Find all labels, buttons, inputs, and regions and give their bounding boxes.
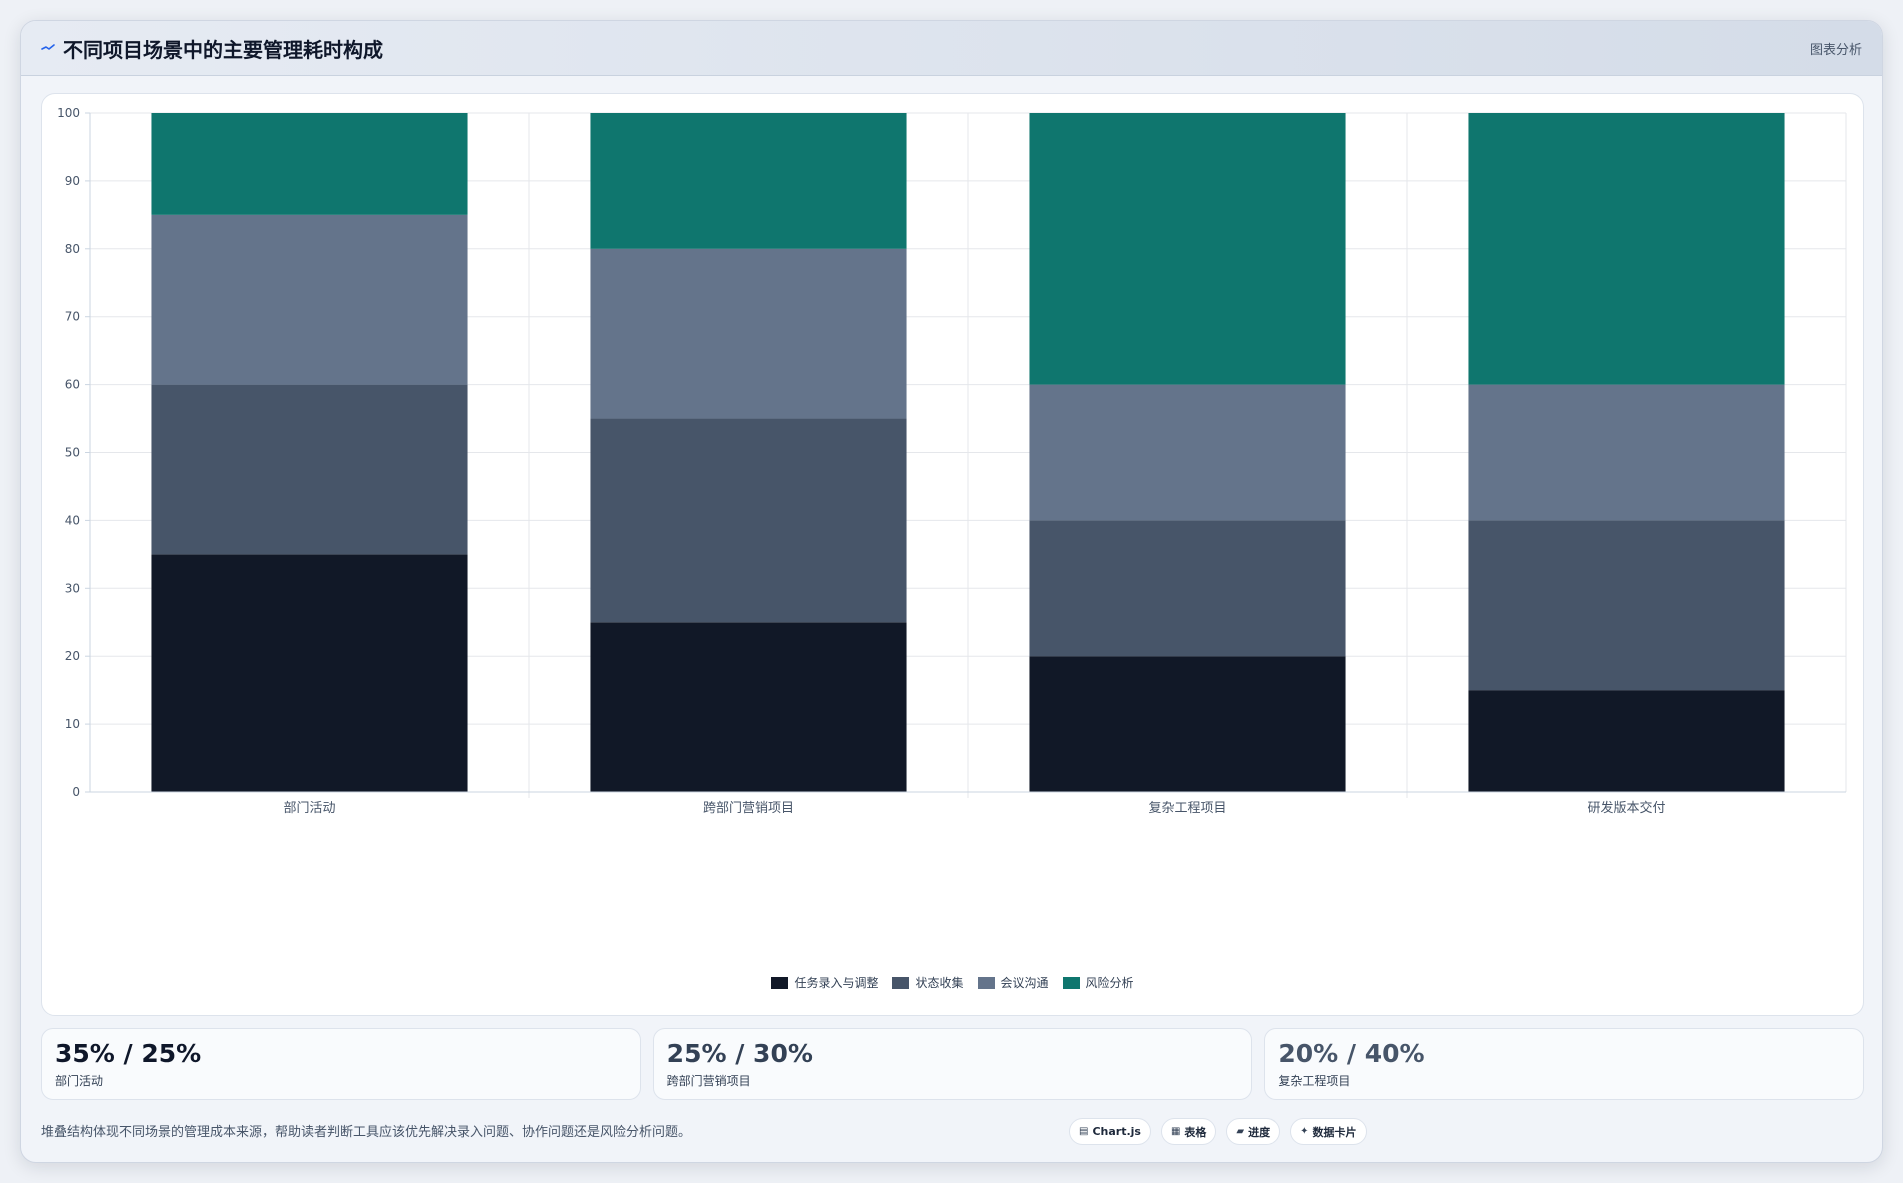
- stat-value: 20% / 40%: [1278, 1039, 1425, 1068]
- stat-value: 25% / 30%: [666, 1039, 813, 1068]
- chart-legend: 任务录入与调整 状态收集 会议沟通 风险分析: [42, 974, 1863, 991]
- legend-swatch: [892, 976, 910, 989]
- bar-segment[interactable]: [1468, 384, 1785, 521]
- legend-swatch: [1062, 976, 1080, 989]
- legend-label: 任务录入与调整: [794, 976, 879, 990]
- y-tick-label: 80: [65, 242, 80, 256]
- bar-segment[interactable]: [590, 113, 907, 249]
- x-tick-label: 部门活动: [283, 801, 335, 816]
- legend-label: 会议沟通: [1000, 976, 1049, 990]
- chip-label: Chart.js: [1092, 1125, 1141, 1138]
- card-header: 不同项目场景中的主要管理耗时构成 图表分析: [21, 21, 1882, 76]
- stat-label: 复杂工程项目: [1278, 1074, 1351, 1088]
- footer: 堆叠结构体现不同场景的管理成本来源，帮助读者判断工具应该优先解决录入问题、协作问…: [41, 1116, 1864, 1152]
- bar-segment[interactable]: [151, 214, 468, 385]
- x-tick-label: 跨部门营销项目: [703, 801, 794, 816]
- y-tick-label: 90: [65, 174, 80, 188]
- header-meta-label: 图表分析: [1809, 42, 1862, 58]
- x-tick-label: 研发版本交付: [1587, 800, 1665, 816]
- chip-table[interactable]: ▦ 表格: [1160, 1118, 1217, 1145]
- y-tick-label: 50: [65, 446, 80, 460]
- y-tick-label: 40: [65, 513, 80, 527]
- stat-card: 25% / 30% 跨部门营销项目: [652, 1028, 1253, 1100]
- legend-item[interactable]: 会议沟通: [977, 974, 1049, 991]
- bar-segment[interactable]: [1468, 520, 1785, 691]
- table-icon: ▦: [1170, 1126, 1181, 1137]
- y-tick-label: 100: [57, 106, 80, 120]
- legend-item[interactable]: 风险分析: [1062, 974, 1134, 991]
- stat-label: 部门活动: [55, 1074, 104, 1088]
- bar-segment[interactable]: [1029, 113, 1346, 385]
- bar-segment[interactable]: [151, 113, 468, 215]
- stat-card: 20% / 40% 复杂工程项目: [1264, 1028, 1865, 1100]
- stat-card: 35% / 25% 部门活动: [41, 1028, 641, 1100]
- chip-label: 表格: [1184, 1125, 1207, 1139]
- bar-segment[interactable]: [590, 248, 907, 419]
- legend-label: 风险分析: [1085, 976, 1134, 990]
- chip-progress[interactable]: ▰ 进度: [1226, 1118, 1281, 1145]
- page-title: 不同项目场景中的主要管理耗时构成: [63, 37, 383, 62]
- legend-swatch: [977, 976, 995, 989]
- chart-icon: ▤: [1079, 1126, 1089, 1137]
- chip-label: 数据卡片: [1312, 1125, 1357, 1139]
- bar-segment[interactable]: [590, 418, 907, 623]
- bar-segment[interactable]: [1468, 690, 1785, 792]
- stat-label: 跨部门营销项目: [666, 1074, 751, 1088]
- y-tick-label: 30: [65, 581, 80, 595]
- chip-chartjs[interactable]: ▤ Chart.js: [1069, 1118, 1151, 1145]
- bar-segment[interactable]: [1029, 520, 1346, 657]
- bar-segment[interactable]: [590, 622, 907, 792]
- legend-item[interactable]: 状态收集: [892, 974, 964, 991]
- y-tick-label: 10: [65, 717, 80, 731]
- y-tick-label: 0: [72, 785, 80, 799]
- y-tick-label: 60: [65, 378, 80, 392]
- bar-segment[interactable]: [1029, 656, 1346, 792]
- stat-value: 35% / 25%: [55, 1039, 202, 1068]
- stacked-bar-chart: 0 10 20 30 40 50 60 70 80 90 100 部门活动 跨部门营销项目 复杂工程项目 研…: [57, 106, 1847, 816]
- progress-icon: ▰: [1236, 1126, 1245, 1137]
- chart-panel: 0 10 20 30 40 50 60 70 80 90 100 部门活动 跨部门营销项目 复杂工程项目 研…: [41, 93, 1864, 1016]
- y-tick-label: 70: [65, 310, 80, 324]
- bar-segment[interactable]: [151, 384, 468, 555]
- chip-group: ▤ Chart.js ▦ 表格 ▰ 进度 ✦ 数据卡片: [1069, 1118, 1367, 1145]
- legend-label: 状态收集: [915, 976, 964, 990]
- sparkle-icon: ✦: [1300, 1126, 1309, 1137]
- chart-card: 不同项目场景中的主要管理耗时构成 图表分析 0 10 20 30 40 50 60 70 80 9…: [20, 20, 1883, 1163]
- chip-label: 进度: [1248, 1125, 1271, 1139]
- footer-note: 堆叠结构体现不同场景的管理成本来源，帮助读者判断工具应该优先解决录入问题、协作问…: [41, 1124, 692, 1140]
- chip-data-card[interactable]: ✦ 数据卡片: [1290, 1118, 1367, 1145]
- legend-item[interactable]: 任务录入与调整: [771, 974, 878, 991]
- stat-row: 35% / 25% 部门活动 25% / 30% 跨部门营销项目 20% / 4…: [41, 1028, 1865, 1100]
- bar-segment[interactable]: [1468, 113, 1785, 385]
- x-tick-label: 复杂工程项目: [1148, 801, 1226, 816]
- legend-swatch: [771, 976, 789, 989]
- y-tick-label: 20: [65, 649, 80, 663]
- trend-icon: [41, 41, 55, 55]
- bar-segment[interactable]: [1029, 384, 1346, 521]
- bar-segment[interactable]: [151, 554, 468, 792]
